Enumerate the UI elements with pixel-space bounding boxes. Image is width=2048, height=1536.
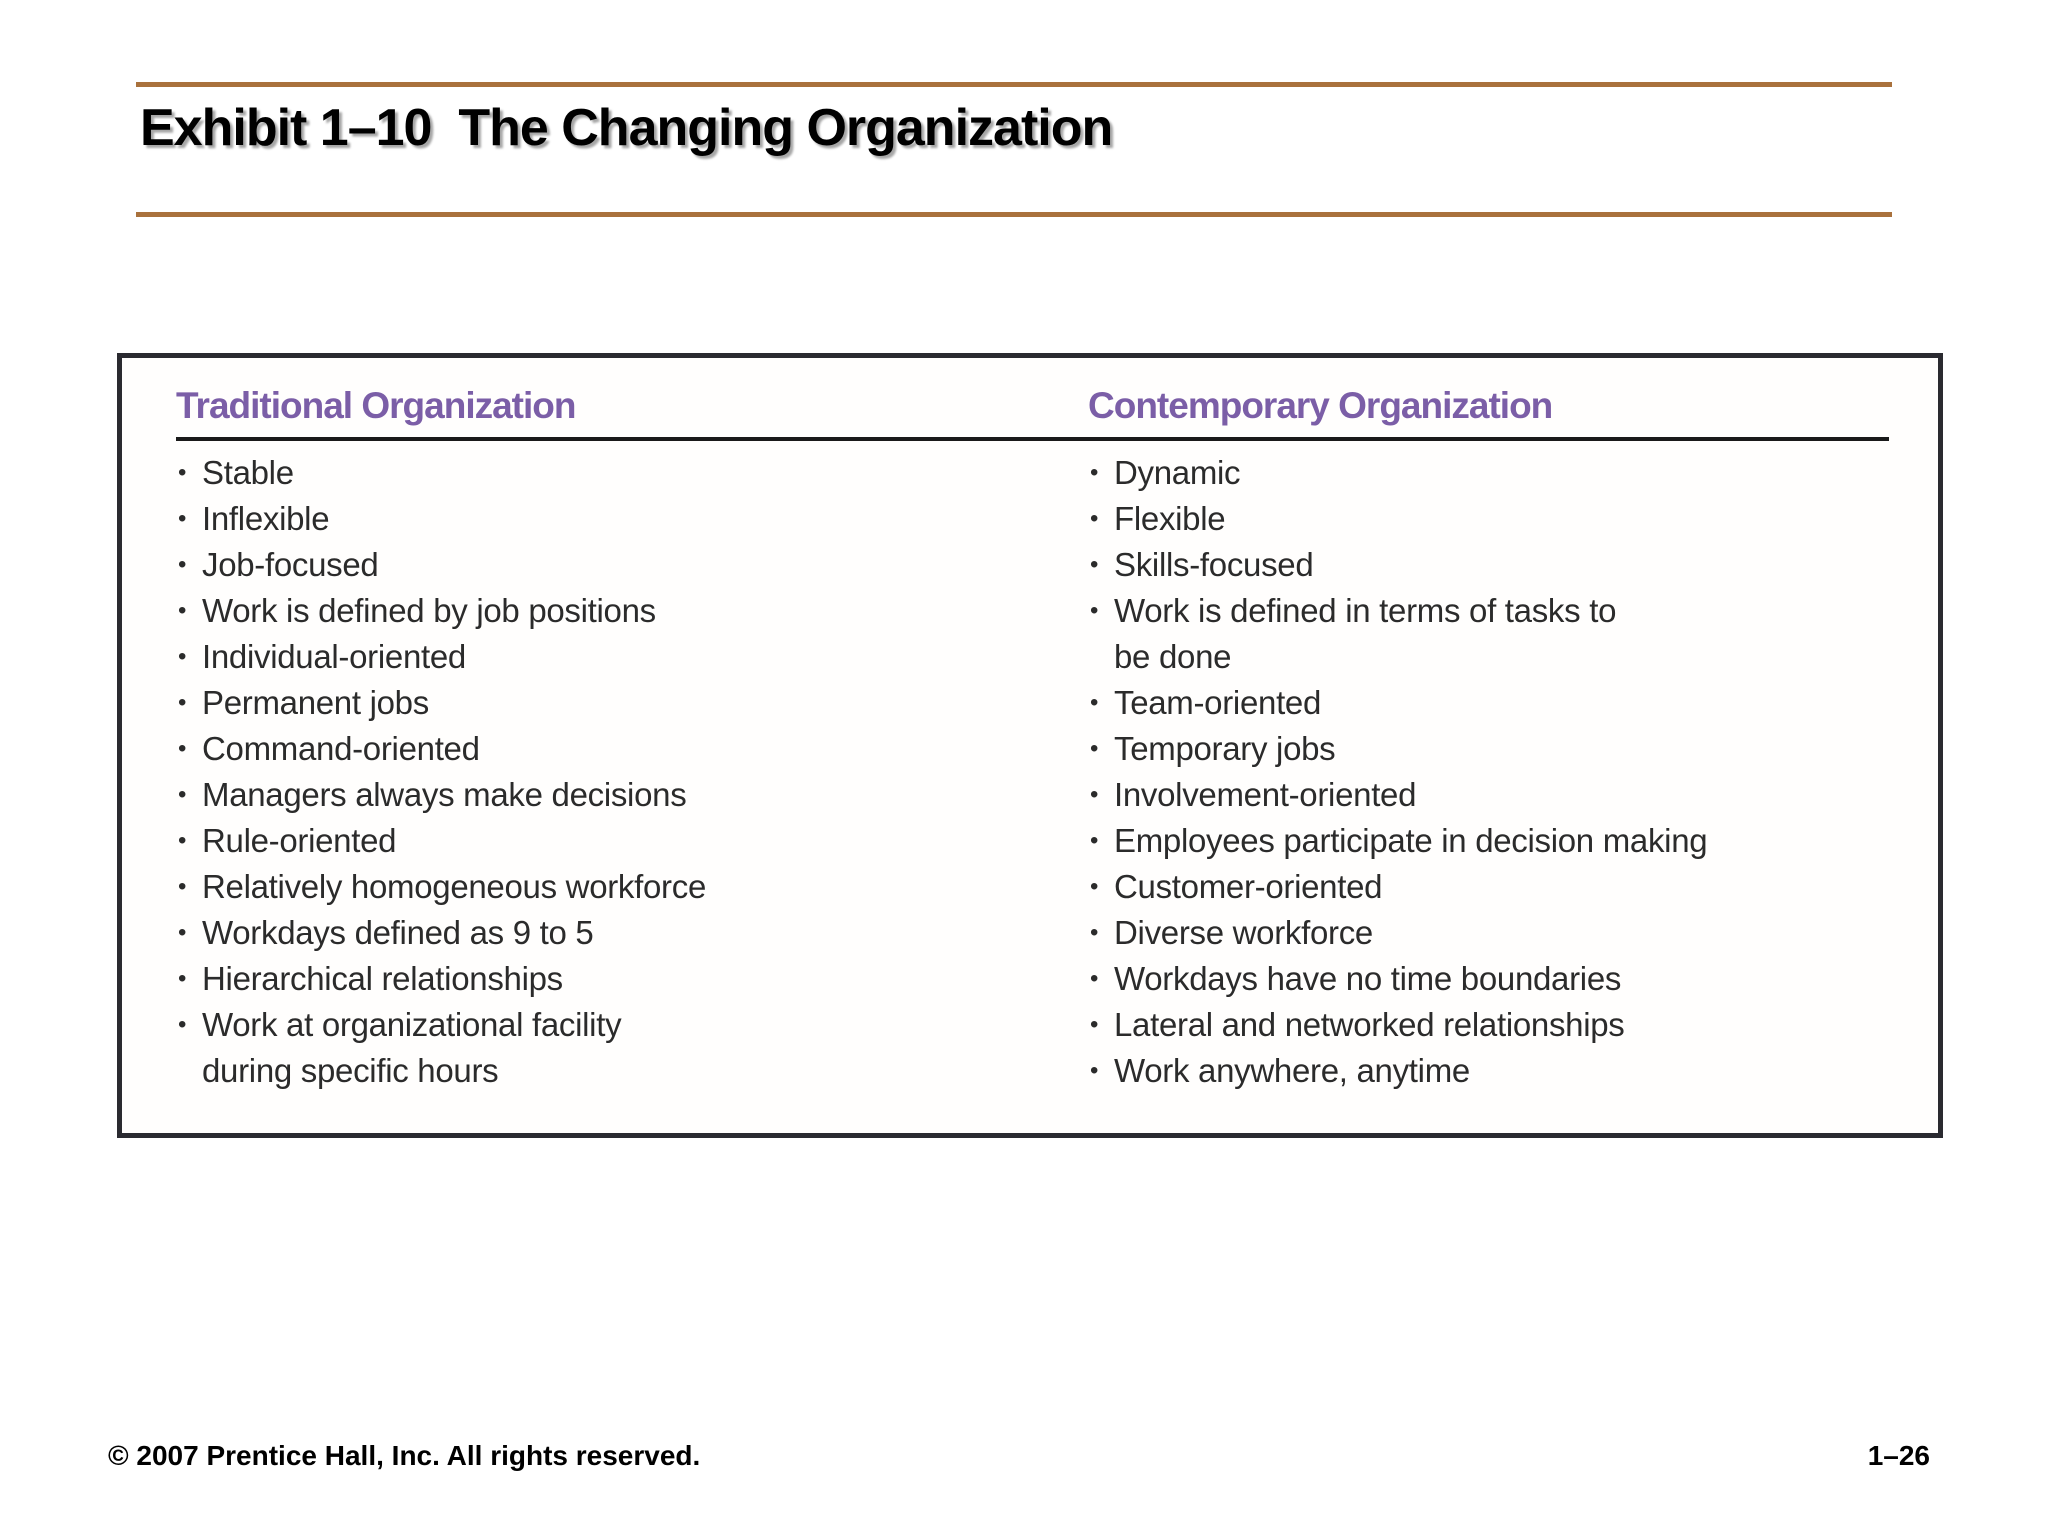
bullet-icon: • [178,643,187,670]
bullet-columns: • Stable • Inflexible • Job-focused • Wo… [176,450,1889,1094]
list-item: • Lateral and networked relationships [1088,1002,1889,1048]
top-divider-rule [136,82,1892,87]
bullet-icon: • [1090,919,1099,946]
bullet-icon: • [178,873,187,900]
bullet-icon: • [178,505,187,532]
bullet-icon: • [1090,873,1099,900]
bullet-icon: • [178,735,187,762]
item-label: Relatively homogeneous workforce [202,868,706,905]
list-item: • Work at organizational facility during… [176,1002,1088,1094]
item-label: Flexible [1114,500,1226,537]
footer-page-number: 1–26 [1867,1440,1930,1471]
item-label: Diverse workforce [1114,914,1373,951]
item-label: Rule-oriented [202,822,397,859]
list-item: • Hierarchical relationships [176,956,1088,1002]
item-label: Work at organizational facility during s… [202,1006,622,1089]
bullet-icon: • [178,689,187,716]
item-label: Command-oriented [202,730,480,767]
exhibit-table: Traditional Organization Contemporary Or… [117,353,1943,1138]
list-item: • Team-oriented [1088,680,1889,726]
bullet-icon: • [1090,965,1099,992]
list-item: • Inflexible [176,496,1088,542]
list-item: • Customer-oriented [1088,864,1889,910]
bullet-icon: • [178,827,187,854]
list-item: • Command-oriented [176,726,1088,772]
list-item: • Work is defined in terms of tasks to b… [1088,588,1889,680]
item-label: Work is defined by job positions [202,592,656,629]
list-item: • Dynamic [1088,450,1889,496]
bottom-divider-rule [136,212,1892,217]
bullet-icon: • [1090,689,1099,716]
bullet-icon: • [178,459,187,486]
bullet-icon: • [178,781,187,808]
footer-copyright: © 2007 Prentice Hall, Inc. All rights re… [108,1440,701,1471]
bullet-icon: • [1090,827,1099,854]
bullet-icon: • [1090,597,1099,624]
item-label: Individual-oriented [202,638,466,675]
list-item: • Work anywhere, anytime [1088,1048,1889,1094]
list-item: • Rule-oriented [176,818,1088,864]
list-item: • Workdays defined as 9 to 5 [176,910,1088,956]
list-item: • Workdays have no time boundaries [1088,956,1889,1002]
list-item: • Permanent jobs [176,680,1088,726]
list-item: • Job-focused [176,542,1088,588]
item-label: Stable [202,454,294,491]
list-item: • Skills-focused [1088,542,1889,588]
page-title: Exhibit 1–10 The Changing Organization [140,99,1113,157]
item-label: Skills-focused [1114,546,1314,583]
item-label: Job-focused [202,546,379,583]
bullet-icon: • [178,919,187,946]
item-label: Employees participate in decision making [1114,822,1708,859]
item-label: Workdays defined as 9 to 5 [202,914,594,951]
list-item: • Relatively homogeneous workforce [176,864,1088,910]
item-label: Hierarchical relationships [202,960,563,997]
item-label: Involvement-oriented [1114,776,1417,813]
column-header-traditional: Traditional Organization [176,385,576,426]
bullet-icon: • [1090,1011,1099,1038]
item-label: Customer-oriented [1114,868,1383,905]
list-item: • Temporary jobs [1088,726,1889,772]
item-label: Dynamic [1114,454,1241,491]
bullet-list-contemporary: • Dynamic • Flexible • Skills-focused • … [1088,450,1889,1094]
bullet-icon: • [1090,735,1099,762]
item-label: Permanent jobs [202,684,429,721]
item-label: Temporary jobs [1114,730,1336,767]
list-item: • Diverse workforce [1088,910,1889,956]
item-label: Work is defined in terms of tasks to be … [1114,592,1617,675]
column-headers-row: Traditional Organization Contemporary Or… [176,384,1889,428]
list-item: • Individual-oriented [176,634,1088,680]
item-label: Lateral and networked relationships [1114,1006,1625,1043]
item-label: Managers always make decisions [202,776,687,813]
list-item: • Involvement-oriented [1088,772,1889,818]
header-underline [176,437,1889,441]
item-label: Team-oriented [1114,684,1322,721]
bullet-icon: • [178,1011,187,1038]
column-header-contemporary: Contemporary Organization [1088,385,1553,426]
bullet-list-traditional: • Stable • Inflexible • Job-focused • Wo… [176,450,1088,1094]
list-item: • Stable [176,450,1088,496]
bullet-icon: • [178,965,187,992]
list-item: • Managers always make decisions [176,772,1088,818]
list-item: • Flexible [1088,496,1889,542]
list-item: • Work is defined by job positions [176,588,1088,634]
bullet-icon: • [178,597,187,624]
bullet-icon: • [1090,781,1099,808]
bullet-icon: • [1090,1057,1099,1084]
bullet-icon: • [1090,505,1099,532]
list-item: • Employees participate in decision maki… [1088,818,1889,864]
item-label: Inflexible [202,500,330,537]
bullet-icon: • [1090,551,1099,578]
item-label: Workdays have no time boundaries [1114,960,1622,997]
bullet-icon: • [178,551,187,578]
item-label: Work anywhere, anytime [1114,1052,1470,1089]
bullet-icon: • [1090,459,1099,486]
